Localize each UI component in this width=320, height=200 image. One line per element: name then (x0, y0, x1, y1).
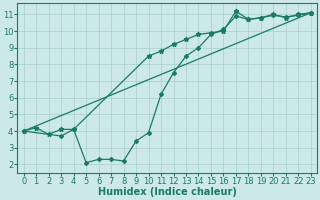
X-axis label: Humidex (Indice chaleur): Humidex (Indice chaleur) (98, 187, 237, 197)
